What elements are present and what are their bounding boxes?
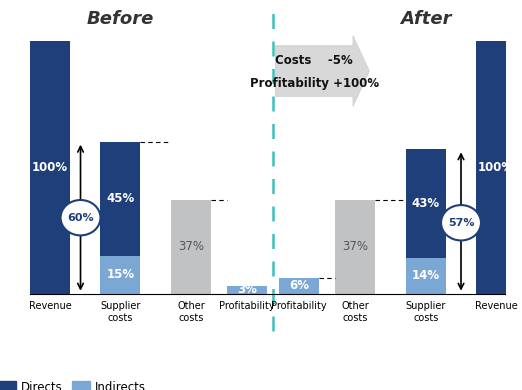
Text: 15%: 15% <box>106 268 135 281</box>
Text: After: After <box>400 11 452 28</box>
Text: Profitability: Profitability <box>271 301 327 311</box>
Bar <box>279 278 319 294</box>
Text: Other
costs: Other costs <box>341 301 369 323</box>
Text: Profitability +100%: Profitability +100% <box>250 77 379 90</box>
Text: 6%: 6% <box>289 280 309 292</box>
Text: 60%: 60% <box>67 213 94 223</box>
Text: Profitability: Profitability <box>219 301 275 311</box>
Text: 43%: 43% <box>412 197 440 210</box>
Text: 57%: 57% <box>448 218 474 228</box>
Text: Supplier
costs: Supplier costs <box>406 301 446 323</box>
Bar <box>171 200 211 294</box>
Text: Revenue: Revenue <box>475 301 518 311</box>
Text: 100%: 100% <box>478 161 514 174</box>
Bar <box>476 41 516 294</box>
Bar <box>30 41 70 294</box>
Text: 3%: 3% <box>238 283 257 296</box>
Text: Revenue: Revenue <box>29 301 72 311</box>
Bar <box>335 200 375 294</box>
Bar <box>100 142 140 255</box>
Text: 100%: 100% <box>32 161 68 174</box>
Text: Other
costs: Other costs <box>177 301 205 323</box>
Bar <box>406 258 446 294</box>
Text: 14%: 14% <box>412 269 440 282</box>
Bar <box>227 286 267 294</box>
Text: Costs    -5%: Costs -5% <box>275 55 353 67</box>
Text: 45%: 45% <box>106 192 135 205</box>
Polygon shape <box>276 35 370 106</box>
Bar <box>100 255 140 294</box>
Ellipse shape <box>61 200 100 236</box>
Ellipse shape <box>441 205 481 241</box>
Text: Before: Before <box>87 11 154 28</box>
Text: Supplier
costs: Supplier costs <box>100 301 140 323</box>
Bar <box>406 149 446 258</box>
Text: 37%: 37% <box>342 240 369 253</box>
Legend: Directs, Indirects: Directs, Indirects <box>0 381 146 390</box>
Text: 37%: 37% <box>178 240 204 253</box>
